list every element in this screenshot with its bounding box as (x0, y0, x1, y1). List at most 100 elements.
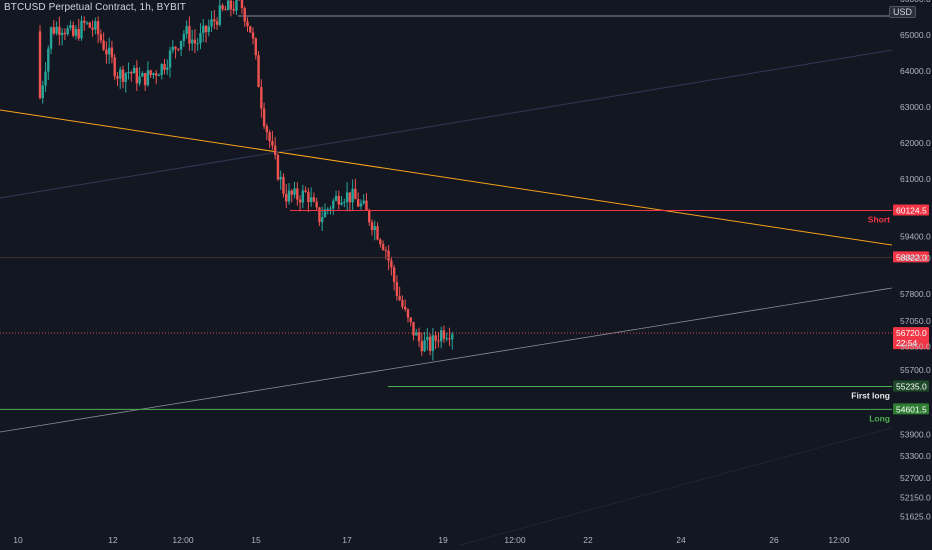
candle (423, 331, 426, 353)
candle-body (296, 188, 299, 200)
candle-body (160, 64, 163, 76)
candle (398, 286, 401, 302)
time-axis[interactable]: 10 12 12:00 15 17 19 12:00 22 24 26 12:00 (13, 535, 850, 545)
price-tick-label: 66000.0 (900, 0, 931, 4)
candle-body (312, 197, 316, 202)
candle-body (370, 222, 374, 231)
candle-body (437, 340, 440, 342)
price-level-label: First long (851, 391, 890, 401)
candle-body (379, 239, 382, 244)
candle (298, 195, 302, 212)
candle-body (149, 70, 152, 76)
price-tick-label: 53900.0 (900, 430, 931, 440)
time-tick-label: 26 (769, 535, 779, 545)
candle-body (298, 199, 302, 203)
candle-body (215, 21, 219, 25)
candle (345, 181, 349, 212)
candle (190, 29, 194, 51)
candle (188, 16, 191, 51)
candle-body (143, 73, 147, 86)
candle (155, 69, 158, 85)
candle (262, 102, 266, 130)
candle (334, 190, 338, 202)
candle-body (58, 26, 61, 36)
candle-body (268, 132, 271, 142)
candle-body (166, 67, 169, 70)
candle-body (290, 190, 293, 195)
candle-body (337, 195, 340, 205)
candle-body (334, 195, 338, 201)
candle-body (74, 29, 78, 36)
candle (315, 197, 318, 211)
candle (218, 0, 222, 27)
candle (168, 46, 172, 78)
candle (240, 0, 244, 15)
candle (113, 53, 116, 81)
candle (412, 322, 415, 341)
candle (246, 17, 249, 32)
trendline-orange (0, 109, 893, 246)
price-level-label: Long (869, 413, 890, 423)
candle-body (254, 38, 257, 56)
candle-body (351, 188, 354, 203)
candle (296, 182, 299, 206)
candle-body (412, 322, 415, 336)
time-tick-label: 24 (676, 535, 686, 545)
candle (337, 190, 340, 210)
candle-body (445, 338, 448, 340)
candle-body (182, 34, 186, 41)
candle (343, 198, 346, 208)
candle (238, 0, 240, 2)
candle (210, 10, 213, 32)
candle (348, 192, 352, 212)
time-tick-label: 15 (251, 535, 261, 545)
candle (80, 15, 83, 41)
price-axis[interactable]: 66000.0 65000.0 64000.0 63000.0 62000.0 61000… (900, 0, 931, 522)
candle (257, 51, 260, 88)
candle-body (321, 217, 324, 223)
candle-body (315, 201, 318, 208)
candle-body (213, 19, 216, 22)
candle-body (190, 39, 194, 44)
candle-body (96, 21, 100, 35)
candle-body (332, 200, 335, 209)
candle-body (329, 208, 332, 210)
candle-body (343, 201, 346, 203)
price-level-badge (893, 380, 929, 392)
candle-body (417, 332, 421, 342)
candle (105, 41, 108, 64)
candle-body (406, 309, 410, 318)
price-level-value: 58822.0 (896, 252, 927, 262)
price-tick-label: 53300.0 (900, 451, 931, 461)
candle-body (44, 71, 47, 86)
candle-body (124, 73, 127, 82)
candle (88, 21, 91, 29)
candle-body (174, 46, 177, 49)
candle-body (138, 76, 141, 84)
candle (74, 25, 78, 40)
candle (119, 66, 122, 89)
candle-body (91, 27, 94, 30)
candle-body (287, 190, 291, 202)
candle-body (368, 209, 371, 223)
currency-badge[interactable]: USD (889, 6, 917, 18)
candle (426, 328, 429, 351)
candle (439, 326, 443, 349)
candle (287, 182, 291, 205)
candle-body (94, 21, 97, 30)
candle (356, 192, 360, 208)
candle (107, 37, 111, 64)
candle (265, 123, 269, 141)
candle (143, 72, 147, 91)
candle-body (392, 267, 396, 282)
candle (395, 275, 399, 301)
candle (185, 20, 188, 39)
price-level-value: 60124.5 (896, 206, 927, 216)
candle-body (376, 226, 379, 240)
candle (404, 299, 407, 312)
candle-body (345, 192, 349, 202)
candle (362, 194, 365, 205)
candle-body (105, 49, 108, 55)
candle-body (354, 188, 357, 200)
